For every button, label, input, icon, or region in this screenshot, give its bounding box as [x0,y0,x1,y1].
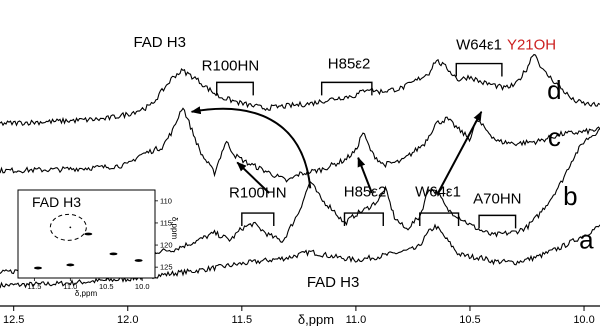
inset-x-ticks: 11.5 11.0 10.5 10.0 [27,278,150,291]
inset-peak [66,263,75,267]
inset-peak [84,232,93,236]
shift-arrows [190,106,483,194]
inset-2d-spectrum: FAD H3 11.5 11.0 10.5 10.0 110 115 120 125 δ,p… [17,189,179,298]
trace-label-b: b [563,181,577,211]
inset-y-ticks: 110 115 120 125 [155,196,173,272]
inset-frame [17,189,156,279]
trace-label-d: d [547,75,561,105]
peak-annotation: Y21OH [507,36,556,53]
x-tick-label: 11.5 [232,314,253,326]
shift-arrow [357,156,373,194]
peak-annotation: W64ε1 [415,184,461,201]
peak-annotation: W64ε1 [456,36,502,53]
peak-bracket [320,81,373,96]
peak-bracket [343,212,384,226]
peak-brackets [216,62,517,229]
peak-bracket [419,212,460,226]
trace-a [0,223,600,289]
inset-x-tick-label: 10.5 [99,282,114,291]
x-tick-label: 10.5 [459,314,480,326]
inset-y-tick-label: 125 [160,263,173,272]
inset-x-axis-label: δ,ppm [75,289,98,298]
peak-annotation: A70HN [473,191,521,208]
x-tick-label: 11.0 [346,314,367,326]
trace-d [0,53,600,127]
x-tick-label: 12.0 [117,314,138,326]
peak-annotation: FAD H3 [133,34,186,51]
x-axis-label: δ,ppm [298,312,334,326]
peak-bracket [478,214,517,229]
inset-highlight-circle [49,213,87,241]
peak-annotations: FAD H3 R100HN H85ε2 W64ε1 Y21OH R100HN H85ε2 W6… [133,34,556,291]
inset-y-tick-label: 110 [160,196,172,205]
trace-c [0,107,600,183]
shift-arrow [190,106,312,189]
peak-annotation: H85ε2 [328,55,371,72]
shift-arrow [236,161,270,194]
inset-weak-peak [69,226,72,229]
peak-bracket [455,62,503,77]
peak-bracket [241,212,275,226]
x-tick-label: 12.5 [3,314,24,326]
trace-label-c: c [548,122,561,152]
inset-peak [134,259,143,262]
peak-annotation: H85ε2 [344,184,387,201]
inset-y-tick-label: 120 [160,241,173,250]
x-tick-label: 10.0 [573,314,594,326]
x-ticks: 12.5 12.0 11.5 11.0 10.5 10.0 [3,306,595,326]
inset-x-tick-label: 10.0 [135,282,150,291]
inset-peak [109,252,118,256]
peak-annotation: R100HN [229,185,287,202]
peak-bracket [216,81,254,96]
shift-arrow [437,110,483,194]
peak-annotation: FAD H3 [307,274,360,291]
inset-title: FAD H3 [32,194,81,210]
inset-peak [33,266,42,270]
inset-peaks [33,213,143,270]
inset-y-tick-label: 115 [160,218,172,227]
inset-y-axis-label: δ,ppm [170,217,179,240]
x-axis: 12.5 12.0 11.5 11.0 10.5 10.0 δ,ppm [0,305,600,326]
inset-x-tick-label: 11.0 [63,282,77,291]
peak-annotation: R100HN [202,58,260,75]
trace-label-a: a [579,224,594,254]
inset-x-tick-label: 11.5 [27,282,41,291]
